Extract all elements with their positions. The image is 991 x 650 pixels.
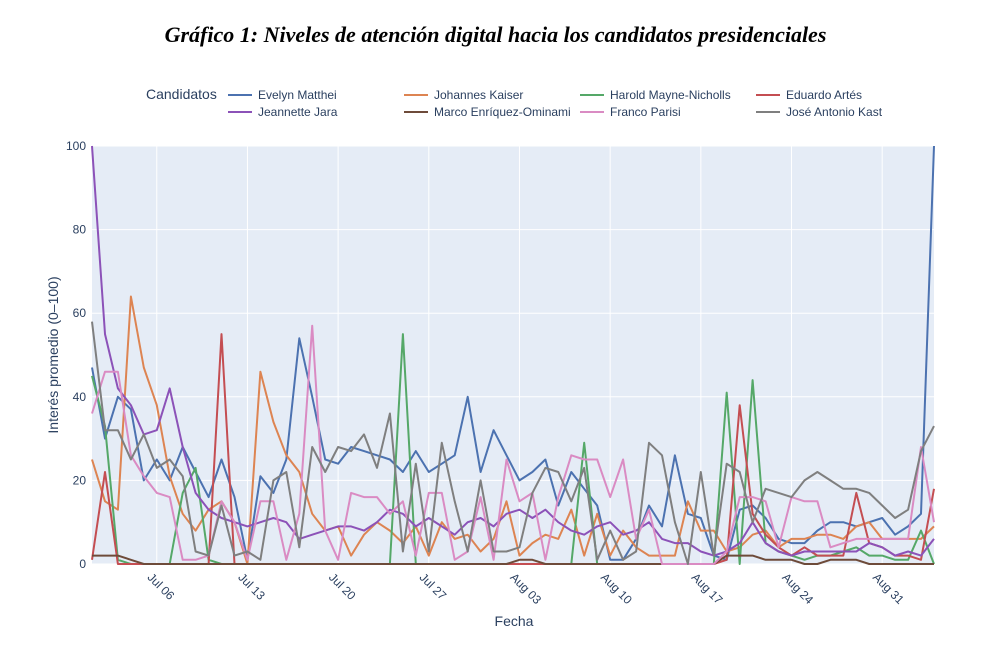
- x-tick-label: Jul 06: [145, 570, 178, 603]
- y-tick-label: 100: [66, 139, 86, 153]
- x-tick-label: Aug 10: [598, 570, 635, 607]
- legend-item[interactable]: Evelyn Matthei: [228, 88, 337, 102]
- series-line-evelyn-matthei: [91, 145, 935, 561]
- y-axis-title: Interés promedio (0–100): [45, 276, 61, 433]
- legend-label: José Antonio Kast: [786, 105, 883, 119]
- legend-item[interactable]: Jeannette Jara: [228, 105, 338, 119]
- legend-label: Evelyn Matthei: [258, 88, 337, 102]
- legend[interactable]: Evelyn Matthei Johannes Kaiser Harold Mayn…: [228, 88, 883, 119]
- series-lines: [91, 145, 935, 565]
- x-tick-label: Aug 24: [779, 570, 816, 607]
- series-line-jeannette-jara: [91, 145, 935, 557]
- x-tick-label: Aug 31: [870, 570, 907, 607]
- x-axis-title: Fecha: [495, 613, 534, 629]
- legend-label: Jeannette Jara: [258, 105, 338, 119]
- series-line-franco-parisi: [91, 324, 935, 565]
- legend-title: Candidatos: [146, 86, 217, 102]
- x-tick-labels: Jul 06 Jul 13 Jul 20 Jul 27 Aug 03 Aug 10 Aug …: [145, 570, 907, 607]
- y-tick-label: 40: [73, 390, 87, 404]
- legend-label: Harold Mayne-Nicholls: [610, 88, 731, 102]
- x-tick-label: Jul 27: [417, 570, 450, 603]
- x-tick-label: Jul 20: [326, 570, 359, 603]
- y-tick-label: 60: [73, 306, 87, 320]
- legend-label: Johannes Kaiser: [434, 88, 523, 102]
- series-line-jos-antonio-kast: [91, 321, 935, 565]
- y-tick-label: 20: [73, 473, 87, 487]
- x-tick-label: Aug 17: [689, 570, 726, 607]
- legend-item[interactable]: Eduardo Artés: [756, 88, 862, 102]
- x-tick-label: Aug 03: [507, 570, 544, 607]
- series-line-marco-enr-quez-ominami: [92, 554, 934, 565]
- x-tick-label: Jul 13: [235, 570, 268, 603]
- y-tick-label: 0: [79, 557, 86, 571]
- legend-item[interactable]: Johannes Kaiser: [404, 88, 523, 102]
- legend-item[interactable]: Franco Parisi: [580, 105, 681, 119]
- legend-item[interactable]: Harold Mayne-Nicholls: [580, 88, 731, 102]
- legend-label: Eduardo Artés: [786, 88, 862, 102]
- y-tick-labels: 0 20 40 60 80 100: [66, 139, 86, 571]
- legend-label: Marco Enríquez-Ominami: [434, 105, 571, 119]
- legend-label: Franco Parisi: [610, 105, 681, 119]
- legend-item[interactable]: José Antonio Kast: [756, 105, 883, 119]
- y-tick-label: 80: [73, 223, 87, 237]
- legend-item[interactable]: Marco Enríquez-Ominami: [404, 105, 571, 119]
- grid-lines: [92, 145, 934, 565]
- chart-title: Gráfico 1: Niveles de atención digital h…: [164, 22, 827, 47]
